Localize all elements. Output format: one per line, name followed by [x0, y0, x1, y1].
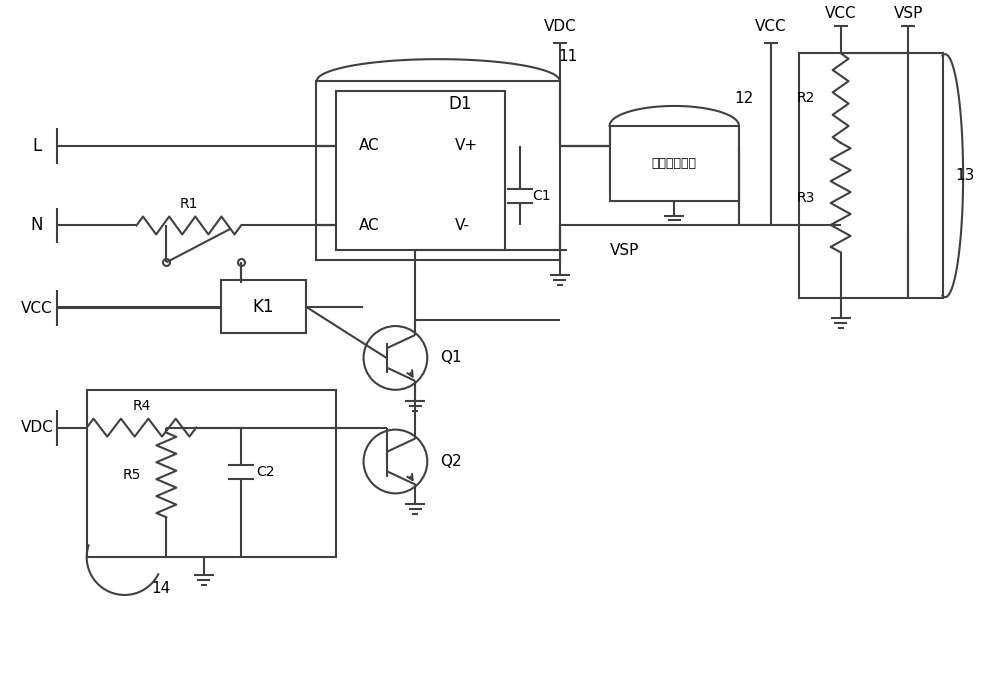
Bar: [87, 390, 336, 557]
Bar: [799, 53, 943, 298]
Text: R2: R2: [797, 91, 815, 105]
Text: VCC: VCC: [825, 6, 856, 21]
Text: VSP: VSP: [894, 6, 923, 21]
Text: VDC: VDC: [543, 19, 576, 34]
Text: 直流降压电路: 直流降压电路: [652, 156, 697, 170]
Text: VSP: VSP: [610, 243, 639, 258]
Text: Q1: Q1: [440, 350, 462, 365]
Bar: [336, 91, 505, 250]
Text: 13: 13: [955, 168, 975, 183]
Text: R4: R4: [132, 398, 151, 413]
Text: K1: K1: [253, 298, 274, 316]
Text: AC: AC: [359, 138, 379, 153]
Bar: [316, 81, 560, 260]
Text: 14: 14: [152, 581, 171, 596]
Text: AC: AC: [359, 218, 379, 233]
Text: R1: R1: [180, 197, 198, 211]
Text: R3: R3: [797, 190, 815, 205]
Text: L: L: [32, 137, 42, 155]
Bar: [610, 126, 739, 201]
Text: N: N: [31, 216, 43, 235]
Text: V-: V-: [455, 218, 470, 233]
Text: VCC: VCC: [21, 301, 53, 316]
Text: VCC: VCC: [755, 19, 787, 34]
Text: 11: 11: [558, 49, 577, 64]
Text: V+: V+: [455, 138, 478, 153]
Bar: [221, 280, 306, 333]
Text: 12: 12: [734, 92, 754, 107]
Text: R5: R5: [122, 468, 141, 482]
Text: C2: C2: [257, 465, 275, 479]
Text: Q2: Q2: [440, 454, 462, 469]
Text: VDC: VDC: [21, 420, 53, 435]
Text: D1: D1: [448, 95, 472, 113]
Text: C1: C1: [533, 188, 551, 203]
